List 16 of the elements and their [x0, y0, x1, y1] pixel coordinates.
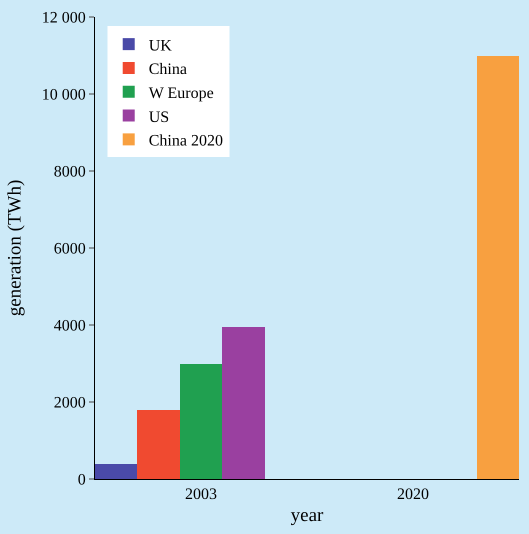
- y-tick-label: 2000: [54, 394, 86, 412]
- legend-label: China 2020: [148, 132, 223, 150]
- legend-label: UK: [148, 37, 172, 54]
- x-tick-label: 2020: [397, 486, 429, 504]
- y-axis-title: generation (TWh): [4, 180, 26, 316]
- y-tick-label: 10 000: [42, 86, 86, 104]
- legend-label: China: [148, 61, 187, 78]
- legend-label: W Europe: [148, 84, 214, 102]
- y-tick-label: 12 000: [42, 10, 86, 27]
- y-tick-label: 0: [78, 472, 86, 489]
- x-axis-title: year: [290, 505, 324, 526]
- x-tick-label: 2003: [185, 486, 217, 504]
- y-tick-label: 6000: [54, 240, 86, 258]
- legend-label: US: [148, 108, 170, 126]
- y-tick-label: 4000: [54, 318, 86, 335]
- y-tick-label: 8000: [54, 164, 86, 181]
